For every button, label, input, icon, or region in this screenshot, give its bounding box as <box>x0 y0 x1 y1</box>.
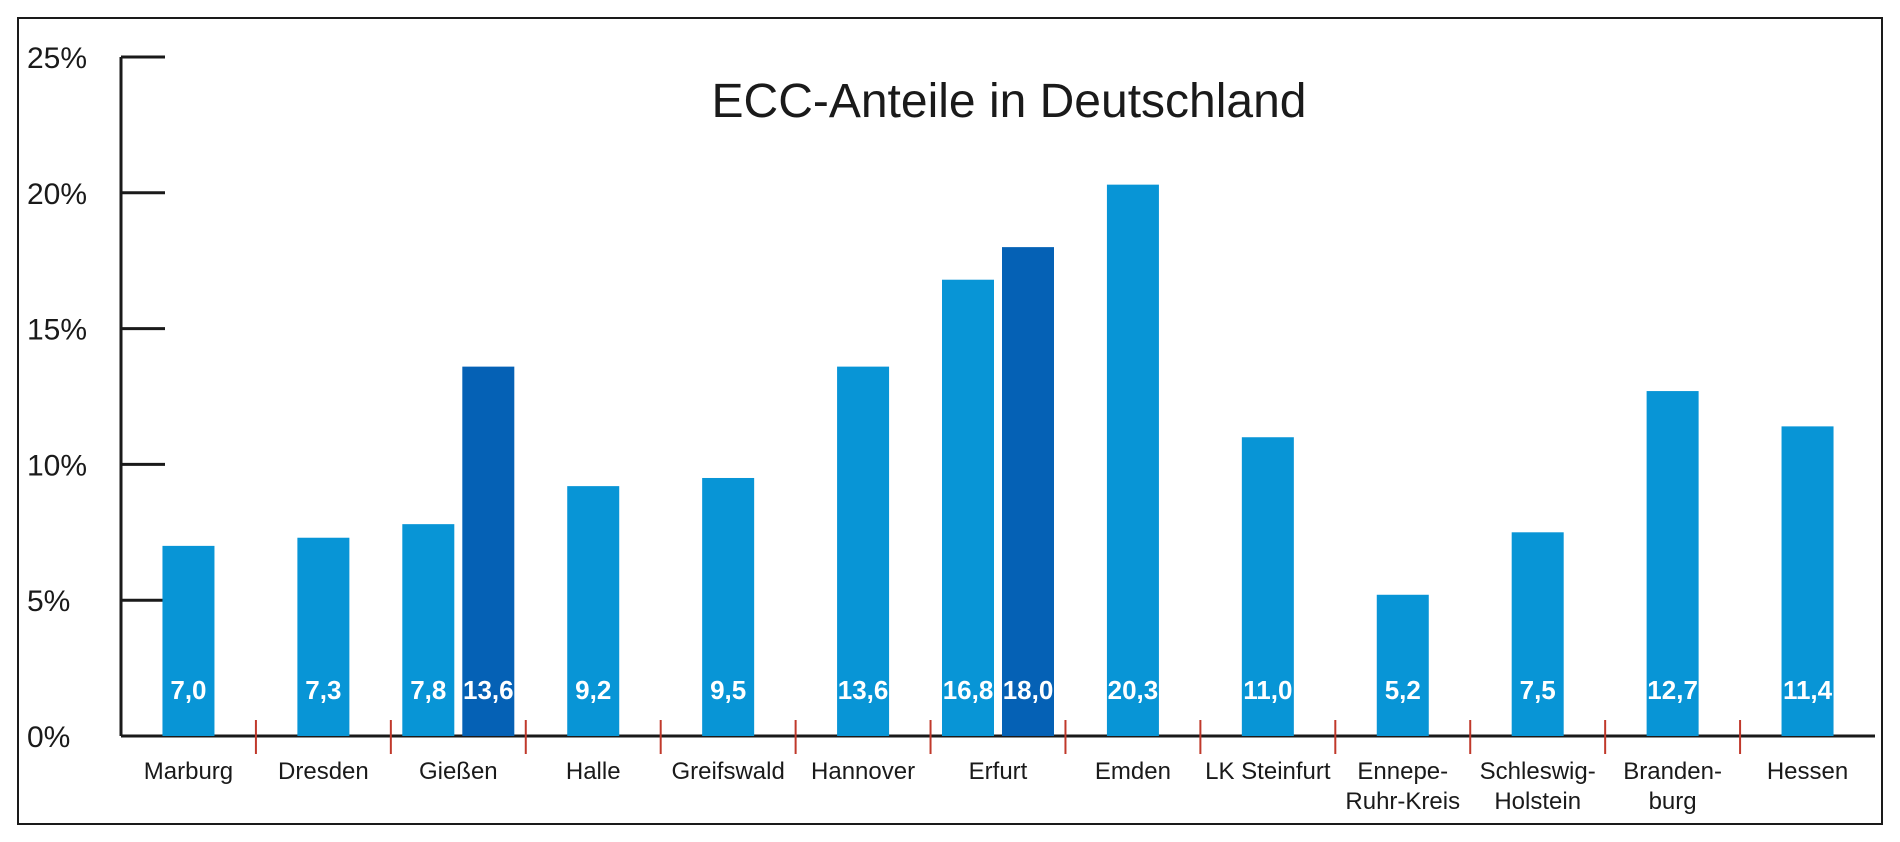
chart-frame: ECC-Anteile in Deutschland 0% 5% 10% 15% 20% 2… <box>17 17 1883 825</box>
category-label: Halle <box>566 758 621 785</box>
category-label: Erfurt <box>969 758 1028 785</box>
bar-value-label: 9,2 <box>575 675 611 705</box>
y-tick-label: 0% <box>27 721 70 754</box>
bar-value-label: 7,5 <box>1520 675 1556 705</box>
bar <box>462 366 515 736</box>
bar-value-label: 9,5 <box>710 675 746 705</box>
bar <box>1002 247 1054 736</box>
bar <box>567 486 620 736</box>
bar <box>702 477 755 736</box>
bar-value-label: 18,0 <box>1003 675 1054 705</box>
bar-value-label: 13,6 <box>838 675 889 705</box>
bar-value-label: 11,0 <box>1243 675 1292 705</box>
bar <box>162 545 215 736</box>
category-label: Schleswig-Holstein <box>1480 758 1596 815</box>
bar <box>297 537 350 736</box>
bar-value-label: 7,0 <box>170 675 206 705</box>
bar-value-label: 20,3 <box>1108 675 1159 705</box>
y-tick-label: 10% <box>27 449 87 482</box>
bar-value-label: 7,3 <box>305 675 341 705</box>
bar <box>1781 426 1834 736</box>
y-tick-label: 5% <box>27 585 70 618</box>
category-label: Ennepe-Ruhr-Kreis <box>1345 758 1460 815</box>
y-tick-label: 15% <box>27 314 87 347</box>
chart-title: ECC-Anteile in Deutschland <box>712 75 1307 128</box>
bar-chart: ECC-Anteile in Deutschland 0% 5% 10% 15% 20% 2… <box>27 42 1875 815</box>
category-label: Hannover <box>811 758 915 785</box>
y-tick-label: 25% <box>27 42 87 75</box>
y-tick-label: 20% <box>27 178 87 211</box>
bar <box>1646 391 1699 736</box>
bar-value-label: 7,8 <box>410 675 446 705</box>
category-label: Marburg <box>144 758 233 785</box>
bar <box>942 279 994 736</box>
category-label: Dresden <box>278 758 369 785</box>
bar <box>837 366 890 736</box>
bar <box>1106 184 1159 737</box>
category-label: Branden-burg <box>1623 758 1722 815</box>
category-label: LK Steinfurt <box>1205 758 1331 785</box>
bar-value-label: 11,4 <box>1783 675 1833 705</box>
bar-value-label: 12,7 <box>1647 675 1698 705</box>
bar <box>1376 594 1429 736</box>
category-label: Greifswald <box>671 758 784 785</box>
bar-value-label: 16,8 <box>943 675 994 705</box>
bar <box>1511 532 1564 736</box>
category-label: Emden <box>1095 758 1171 785</box>
bar-value-label: 5,2 <box>1385 675 1421 705</box>
bar <box>1241 437 1294 736</box>
category-label: Hessen <box>1767 758 1848 785</box>
bar <box>402 524 455 736</box>
bar-value-label: 13,6 <box>463 675 514 705</box>
category-label: Gießen <box>419 758 498 785</box>
